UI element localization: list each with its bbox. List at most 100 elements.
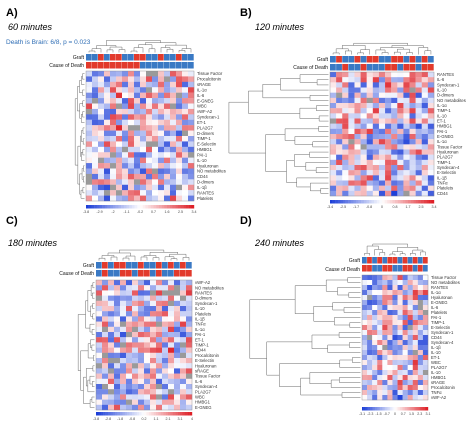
heatmap-cell: [354, 92, 361, 98]
heatmap-cell: [415, 165, 422, 171]
heatmap-cell: [120, 342, 127, 348]
legend-swatch: [180, 205, 184, 209]
row-label: Tissue Factor: [437, 144, 463, 149]
heatmap-cell: [391, 103, 398, 109]
dendrogram-branch: [148, 48, 156, 53]
heatmap-cell: [146, 195, 153, 202]
heatmap-cells: [96, 280, 193, 411]
cause-track-cell: [98, 62, 104, 69]
heatmap-cell: [417, 310, 424, 316]
heatmap-cell: [104, 76, 111, 82]
heatmap-cell: [98, 81, 105, 88]
heatmap-cell: [387, 315, 393, 321]
row-label: Tissue Factor: [197, 71, 223, 76]
heatmap-cell: [120, 332, 127, 338]
row-label: IL-10: [195, 306, 205, 311]
heatmap-cell: [336, 108, 343, 114]
heatmap-cell: [156, 404, 163, 411]
dendrogram-branch: [81, 130, 84, 142]
cause-track-cell: [140, 62, 146, 69]
row-label: IL-10: [197, 158, 207, 163]
heatmap-cell: [158, 152, 165, 158]
heatmap-cell: [403, 103, 410, 109]
heatmap-cell: [134, 179, 141, 185]
heatmap-cell: [120, 384, 127, 390]
heatmap-cell: [372, 175, 380, 181]
heatmap-cell: [182, 141, 189, 147]
heatmap-cell: [114, 290, 121, 296]
heatmap-cell: [417, 355, 424, 361]
heatmap-cell: [168, 300, 175, 307]
heatmap-cell: [176, 92, 183, 99]
heatmap-cell: [126, 311, 133, 317]
heatmap-cell: [156, 332, 163, 338]
heatmap-cell: [128, 173, 135, 180]
heatmap-cell: [152, 173, 159, 180]
row-label: HMBG1: [195, 400, 211, 405]
heatmap-cell: [421, 97, 429, 104]
heatmap-cell: [409, 97, 416, 104]
heatmap-cell: [336, 154, 343, 160]
heatmap-cell: [122, 141, 129, 147]
heatmap-cell: [385, 134, 392, 140]
legend-swatch: [406, 407, 409, 411]
heatmap-cell: [377, 385, 383, 391]
heatmap-cell: [168, 316, 175, 322]
heatmap-cell: [102, 347, 109, 353]
heatmap-cell: [407, 345, 413, 351]
graft-track-cell: [140, 54, 146, 61]
heatmap-cell: [168, 373, 175, 379]
heatmap-cell: [132, 378, 139, 385]
heatmap-cell: [140, 163, 147, 169]
heatmap-cell: [104, 108, 111, 115]
heatmap-cell: [348, 72, 355, 78]
heatmap-cell: [132, 316, 139, 322]
heatmap-cell: [362, 365, 368, 371]
heatmap-cell: [180, 326, 187, 333]
heatmap-cell: [120, 290, 127, 296]
heatmap-cell: [403, 185, 410, 191]
heatmap-cell: [92, 125, 99, 131]
heatmap-cell: [156, 300, 163, 307]
heatmap-cell: [362, 305, 368, 311]
heatmap-cell: [402, 280, 408, 286]
heatmap-cell: [186, 306, 193, 312]
graft-track-cell: [138, 262, 144, 269]
dendrogram-branch: [80, 189, 85, 199]
heatmap-cell: [367, 335, 373, 341]
heatmap-cell: [391, 128, 398, 135]
heatmap-cell: [403, 154, 410, 160]
heatmap-cell: [108, 332, 115, 338]
heatmap-cell: [407, 380, 413, 386]
heatmap-cell: [397, 330, 403, 336]
legend-swatch: [175, 412, 178, 416]
heatmap-cell: [146, 168, 153, 175]
heatmap-cell: [120, 389, 127, 395]
heatmap-cell: [114, 342, 121, 348]
heatmap-cell: [86, 190, 93, 196]
heatmap-cell: [176, 125, 183, 131]
heatmap-cell: [427, 149, 435, 155]
legend-swatch: [148, 205, 151, 209]
heatmap-cell: [176, 184, 183, 191]
heatmap-cell: [367, 310, 373, 316]
heatmap-cell: [122, 114, 129, 120]
heatmap-cell: [144, 285, 151, 291]
heatmap-cell: [174, 316, 181, 322]
heatmap-cell: [144, 352, 151, 359]
heatmap-cell: [146, 179, 153, 185]
heatmap-cell: [182, 146, 189, 153]
legend-tick-label: -2.9: [96, 210, 102, 214]
graft-track-cell: [180, 262, 186, 269]
heatmap-cell: [397, 350, 403, 356]
heatmap-cell: [116, 81, 123, 88]
heatmap-cell: [360, 118, 367, 124]
heatmap-cell: [348, 108, 355, 114]
heatmap-cell: [128, 179, 135, 185]
heatmap-cell: [162, 399, 169, 405]
heatmap-cell: [354, 82, 361, 88]
heatmap-cell: [354, 159, 361, 166]
legend-swatch: [105, 412, 109, 416]
heatmap-cell: [108, 399, 115, 405]
heatmap-cell: [372, 280, 378, 286]
